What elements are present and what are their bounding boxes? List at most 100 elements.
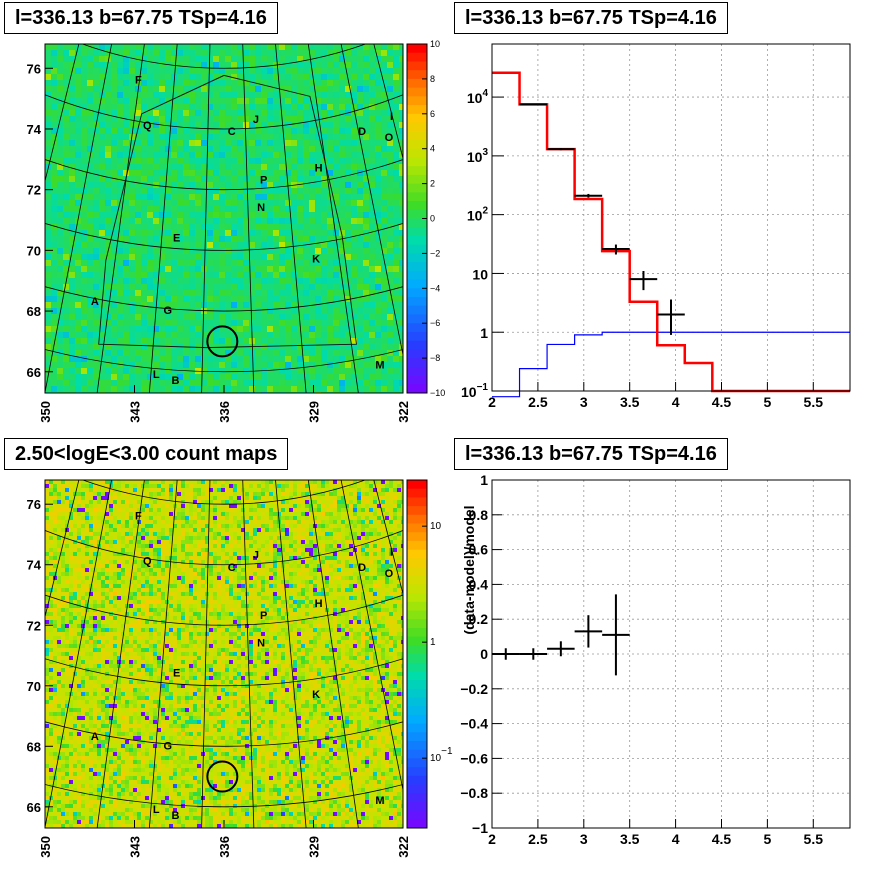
map-pixel — [309, 254, 316, 261]
map-pixel — [197, 480, 202, 485]
map-pixel — [93, 516, 98, 521]
map-pixel — [249, 278, 256, 285]
map-pixel — [267, 272, 274, 279]
map-pixel — [147, 134, 154, 141]
map-pixel — [261, 508, 266, 513]
map-pixel — [339, 92, 346, 99]
map-pixel — [129, 380, 136, 387]
map-pixel — [375, 74, 382, 81]
map-pixel — [111, 326, 118, 333]
map-pixel — [205, 496, 210, 501]
map-pixel — [171, 170, 178, 177]
map-pixel — [87, 62, 94, 69]
map-pixel — [221, 508, 226, 513]
map-pixel — [345, 266, 352, 273]
map-pixel — [321, 104, 328, 111]
map-pixel — [69, 302, 76, 309]
map-pixel — [297, 242, 304, 249]
map-pixel — [393, 350, 400, 357]
map-pixel — [147, 62, 154, 69]
map-pixel — [315, 260, 322, 267]
map-pixel — [237, 56, 244, 63]
map-pixel — [315, 200, 322, 207]
map-pixel — [219, 170, 226, 177]
map-pixel — [81, 164, 88, 171]
map-pixel — [249, 50, 256, 57]
map-pixel — [381, 480, 386, 485]
x-tick-label: 4.5 — [712, 394, 732, 410]
map-pixel — [293, 504, 298, 509]
map-pixel — [357, 194, 364, 201]
map-pixel — [159, 314, 166, 321]
map-pixel — [87, 254, 94, 261]
map-pixel — [57, 176, 64, 183]
map-pixel — [135, 158, 142, 165]
map-pixel — [193, 524, 198, 529]
map-pixel — [397, 524, 402, 529]
map-pixel — [369, 326, 376, 333]
map-pixel — [69, 134, 76, 141]
map-pixel — [225, 266, 232, 273]
map-pixel — [253, 488, 258, 493]
map-pixel — [213, 128, 220, 135]
map-pixel — [297, 122, 304, 129]
map-pixel — [93, 356, 100, 363]
map-pixel — [153, 44, 160, 51]
map-pixel — [225, 320, 232, 327]
map-pixel — [219, 62, 226, 69]
map-pixel — [369, 50, 376, 57]
map-pixel — [357, 74, 364, 81]
map-pixel — [393, 508, 398, 513]
map-pixel — [57, 512, 62, 517]
map-pixel — [81, 320, 88, 327]
map-pixel — [369, 218, 376, 225]
map-pixel — [109, 504, 114, 509]
map-pixel — [117, 480, 122, 485]
map-pixel — [397, 500, 402, 505]
colorbar-cell — [407, 131, 427, 141]
map-pixel — [57, 254, 64, 261]
map-pixel — [147, 266, 154, 273]
map-pixel — [327, 236, 334, 243]
map-pixel — [399, 230, 404, 237]
map-pixel — [87, 122, 94, 129]
map-pixel — [369, 362, 376, 369]
map-pixel — [369, 146, 376, 153]
map-pixel — [373, 520, 378, 525]
map-pixel — [291, 44, 298, 51]
map-pixel — [51, 134, 58, 141]
map-pixel — [171, 290, 178, 297]
map-pixel — [213, 68, 220, 75]
map-pixel — [285, 362, 292, 369]
map-pixel — [117, 236, 124, 243]
map-pixel — [389, 508, 394, 513]
map-pixel — [351, 380, 358, 387]
map-pixel — [317, 516, 322, 521]
colorbar-tick-label: 0 — [430, 214, 435, 224]
map-pixel — [117, 62, 124, 69]
map-pixel — [141, 140, 148, 147]
map-pixel — [357, 272, 364, 279]
map-pixel — [399, 254, 404, 261]
map-pixel — [113, 492, 118, 497]
map-pixel — [101, 488, 106, 493]
map-pixel — [135, 236, 142, 243]
map-pixel — [57, 80, 64, 87]
map-pixel — [231, 152, 238, 159]
map-pixel — [75, 332, 82, 339]
map-pixel — [117, 344, 124, 351]
map-pixel — [117, 122, 124, 129]
map-pixel — [351, 110, 358, 117]
map-pixel — [329, 512, 334, 517]
map-pixel — [321, 332, 328, 339]
map-pixel — [393, 68, 400, 75]
map-pixel — [387, 44, 394, 51]
map-pixel — [291, 62, 298, 69]
map-pixel — [93, 512, 98, 517]
map-pixel — [181, 508, 186, 513]
map-pixel — [345, 236, 352, 243]
map-pixel — [225, 50, 232, 57]
map-pixel — [189, 332, 196, 339]
colorbar-cell — [407, 253, 427, 263]
map-pixel — [219, 44, 226, 51]
